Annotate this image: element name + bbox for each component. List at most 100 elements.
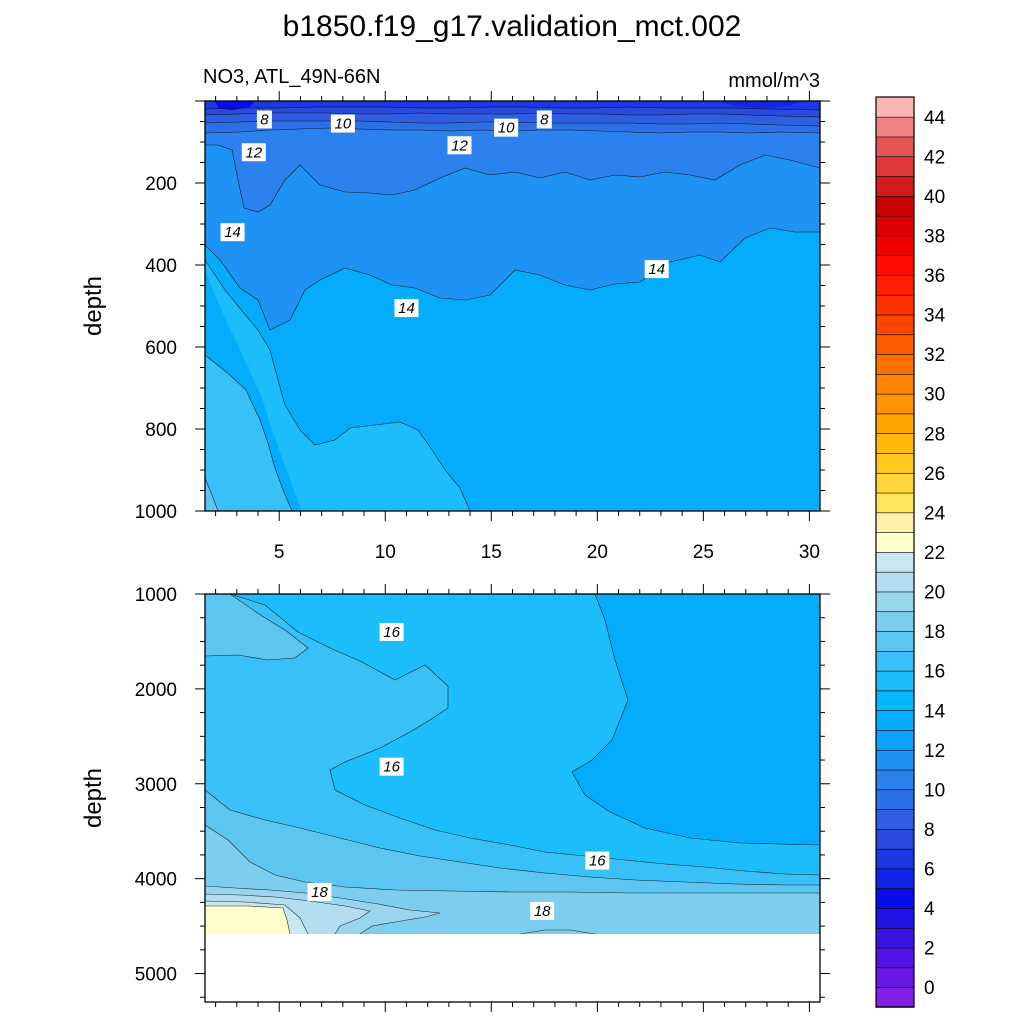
y-tick-label: 1000 <box>135 502 177 523</box>
colorbar-box <box>875 175 915 197</box>
contour-label: 16 <box>379 757 404 776</box>
contour-label: 14 <box>220 223 245 242</box>
x-tick-label: 10 <box>375 542 396 563</box>
colorbar-box <box>875 334 915 355</box>
colorbar-tick-label: 38 <box>924 226 945 247</box>
y-tick-label: 800 <box>145 420 177 441</box>
svg-text:14: 14 <box>648 261 665 278</box>
colorbar-tick-label: 22 <box>924 543 945 564</box>
colorbar-box <box>875 729 915 751</box>
colorbar-box <box>875 749 915 771</box>
y-tick-label: 4000 <box>135 870 177 891</box>
bottom-contour-labels: 16 16 16 18 18 <box>307 622 610 920</box>
y-tick-label: 400 <box>145 256 177 277</box>
colorbar-box <box>875 413 915 435</box>
svg-text:8: 8 <box>540 111 549 128</box>
colorbar-tick-label: 28 <box>924 424 945 445</box>
x-tick-label: 25 <box>693 542 714 563</box>
colorbar-box <box>875 136 915 158</box>
top-contour-labels: 8 10 10 8 12 12 14 14 14 <box>220 110 669 318</box>
colorbar: 0246810121416182022242628303234363840424… <box>875 96 946 1008</box>
colorbar-box <box>875 591 915 613</box>
colorbar-box <box>875 492 915 514</box>
colorbar-tick-label: 36 <box>924 266 945 287</box>
colorbar-tick-label: 0 <box>924 978 935 999</box>
colorbar-box <box>875 709 915 731</box>
top-panel: 8 10 10 8 12 12 14 14 14 5 10 15 20 25 30 200 400 600 800… <box>80 91 830 563</box>
svg-text:16: 16 <box>383 759 400 776</box>
x-tick-label: 15 <box>481 542 502 563</box>
svg-text:16: 16 <box>383 624 400 641</box>
colorbar-box <box>875 195 915 217</box>
colorbar-tick-label: 6 <box>924 860 935 881</box>
top-axes: 5 10 15 20 25 30 200 400 600 800 1000 depth <box>80 91 830 563</box>
colorbar-box <box>875 611 915 632</box>
colorbar-box <box>875 808 915 830</box>
colorbar-box <box>875 512 915 533</box>
svg-text:10: 10 <box>498 120 515 137</box>
contour-label: 8 <box>536 110 552 129</box>
colorbar-box <box>875 551 915 573</box>
colorbar-box <box>875 156 915 177</box>
y-tick-label: 3000 <box>135 775 177 796</box>
colorbar-box <box>875 868 915 890</box>
colorbar-tick-label: 14 <box>924 701 946 722</box>
x-tick-label: 20 <box>587 542 608 563</box>
colorbar-box <box>875 373 915 395</box>
bottom-land-mask <box>205 934 820 1002</box>
top-fill-level-5b <box>720 101 800 108</box>
colorbar-box <box>875 571 915 593</box>
colorbar-box <box>875 353 915 375</box>
colorbar-box <box>875 690 915 711</box>
colorbar-box <box>875 433 915 454</box>
chart-title: b1850.f19_g17.validation_mct.002 <box>283 10 742 43</box>
colorbar-box <box>875 650 915 672</box>
y-tick-label: 600 <box>145 338 177 359</box>
colorbar-box <box>875 116 915 138</box>
colorbar-box <box>875 927 915 949</box>
colorbar-box <box>875 235 915 256</box>
bottom-ylabel: depth <box>80 768 107 828</box>
colorbar-box <box>875 96 915 118</box>
colorbar-box <box>875 986 915 1008</box>
colorbar-box <box>875 314 915 336</box>
colorbar-box <box>875 670 915 692</box>
contour-label: 8 <box>256 110 272 129</box>
contour-label: 16 <box>379 622 404 641</box>
colorbar-frame <box>875 96 915 1008</box>
colorbar-tick-label: 32 <box>924 345 945 366</box>
svg-text:16: 16 <box>589 853 606 870</box>
colorbar-box <box>875 888 915 909</box>
colorbar-tick-label: 20 <box>924 583 945 604</box>
contour-label: 10 <box>494 118 519 137</box>
colorbar-tick-label: 42 <box>924 147 945 168</box>
contour-label: 12 <box>447 136 472 155</box>
contour-label: 12 <box>241 143 266 162</box>
bottom-axes: 1000 2000 3000 4000 5000 depth <box>80 584 830 1012</box>
bottom-contour-lines <box>205 594 820 935</box>
colorbar-tick-label: 12 <box>924 741 945 762</box>
variable-label: NO3, ATL_49N-66N <box>203 66 381 88</box>
colorbar-box <box>875 967 915 988</box>
colorbar-box <box>875 215 915 237</box>
colorbar-box <box>875 531 915 553</box>
top-fill-level-15 <box>205 355 292 511</box>
colorbar-box <box>875 907 915 929</box>
x-tick-label: 30 <box>799 542 820 563</box>
contour-label: 18 <box>530 901 555 920</box>
bottom-fill-level-22 <box>205 906 290 934</box>
colorbar-tick-label: 2 <box>924 939 935 960</box>
colorbar-tick-label: 8 <box>924 820 935 841</box>
colorbar-box <box>875 472 915 494</box>
colorbar-tick-label: 34 <box>924 306 946 327</box>
contour-label: 14 <box>644 260 669 279</box>
colorbar-tick-label: 18 <box>924 622 945 643</box>
y-tick-label: 200 <box>145 174 177 195</box>
colorbar-box <box>875 630 915 652</box>
svg-text:12: 12 <box>451 137 468 154</box>
svg-text:12: 12 <box>245 144 262 161</box>
colorbar-box <box>875 769 915 791</box>
svg-text:14: 14 <box>224 224 241 241</box>
colorbar-tick-label: 26 <box>924 464 945 485</box>
colorbar-tick-label: 10 <box>924 780 945 801</box>
